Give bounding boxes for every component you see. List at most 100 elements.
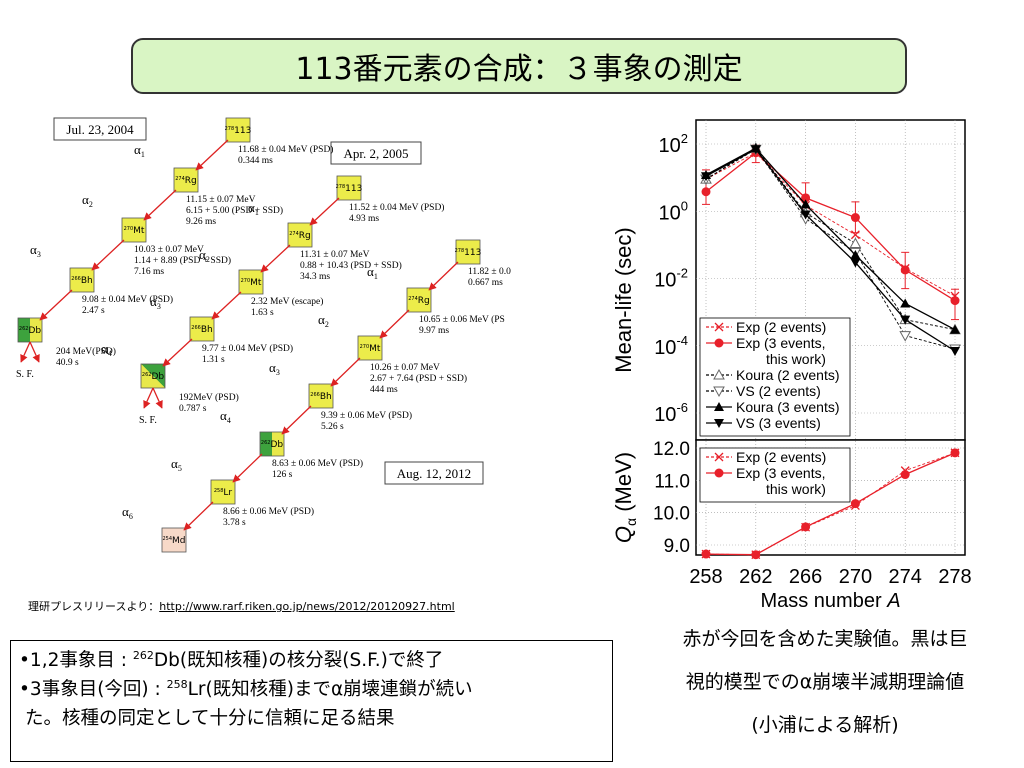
alpha-label: α2	[82, 192, 93, 209]
source-url[interactable]: http://www.rarf.riken.go.jp/news/2012/20…	[159, 600, 455, 613]
note-1-prefix: 1,2事象目 :	[29, 650, 133, 672]
decay-info: 10.26 ± 0.07 MeV	[370, 363, 440, 373]
legend-label: Exp (3 events,	[736, 335, 826, 351]
nucleus-label: 262Db	[261, 440, 283, 450]
nucleus-box	[238, 269, 264, 295]
decay-info: 7.16 ms	[134, 267, 164, 277]
sf-label: S. F.	[139, 415, 157, 426]
note-2-text: Lr(既知核種)までα崩壊連鎖が続い	[187, 678, 473, 700]
source-prefix: 理研プレスリリースより：	[28, 600, 160, 613]
decay-info: 126 s	[272, 470, 293, 480]
decay-info: 3.78 s	[223, 518, 246, 528]
nucleus-box	[406, 287, 432, 313]
fission-arrow	[29, 341, 40, 363]
nucleus-box	[189, 316, 215, 342]
decay-info: 192MeV (PSD)	[179, 392, 239, 403]
nucleus-label: 266Bh	[310, 392, 331, 402]
decay-info: 9.97 ms	[419, 326, 449, 336]
alpha-label: α3	[269, 360, 280, 377]
nucleus-label: 262Db	[19, 326, 41, 336]
series-line	[705, 151, 956, 302]
nucleus-label: 266Bh	[191, 325, 212, 335]
alpha-label: α2	[318, 312, 329, 329]
legend-label: VS (3 events)	[736, 415, 821, 431]
alpha-label: α2	[199, 247, 210, 264]
page-title: 113番元素の合成：３事象の測定	[131, 38, 907, 94]
decay-info: 6.15 + 5.00 (PSD + SSD)	[186, 205, 283, 216]
decay-info: 1.31 s	[202, 355, 225, 365]
y-axis-label: Qα (MeV)	[611, 452, 639, 543]
x-tick-label: 262	[739, 566, 772, 588]
legend-label: Koura (2 events)	[736, 367, 840, 383]
caption-line-1: 赤が今回を含めた実験値。黒は巨	[682, 628, 968, 650]
legend-label: VS (2 events)	[736, 383, 821, 399]
alpha-label: α3	[30, 242, 41, 259]
nucleus-label: 254Md	[162, 536, 185, 546]
note-2-mass: 258	[166, 677, 188, 691]
decay-arrow	[39, 289, 73, 321]
alpha-label: α6	[122, 504, 133, 521]
data-point	[714, 452, 724, 462]
decay-info: 5.26 s	[321, 422, 344, 432]
decay-info: 11.15 ± 0.07 MeV	[186, 195, 256, 205]
nucleus-box	[259, 431, 285, 457]
data-point	[714, 468, 724, 478]
decay-info: 4.93 ms	[349, 214, 379, 224]
series-line	[705, 152, 956, 297]
nucleus-box	[225, 117, 251, 143]
y-tick-label: 11.0	[654, 471, 690, 492]
legend-label: this work)	[766, 351, 826, 367]
date-label: Aug. 12, 2012	[397, 466, 471, 481]
decay-arrow	[211, 291, 242, 320]
note-item-1: •1,2事象目 : 262Db(既知核種)の核分裂(S.F.)で終了	[19, 649, 444, 672]
decay-arrow	[91, 239, 125, 271]
decay-info: 444 ms	[370, 385, 398, 395]
nucleus-label: 270Mt	[360, 344, 381, 354]
date-label: Apr. 2, 2005	[344, 146, 409, 161]
x-tick-label: 278	[938, 566, 971, 588]
data-point	[714, 322, 724, 332]
data-point	[714, 419, 724, 428]
legend-box	[699, 317, 851, 437]
decay-arrow	[379, 309, 410, 339]
decay-arrow	[183, 501, 214, 531]
nucleus-label: 258Lr	[214, 488, 233, 498]
nucleus-label: 278113	[225, 126, 252, 136]
x-tick-label: 266	[789, 566, 822, 588]
note-1-mass: 262	[132, 649, 154, 662]
alpha-label: α1	[134, 142, 145, 159]
decay-info: 9.26 ms	[186, 217, 216, 227]
decay-info: 11.52 ± 0.04 MeV (PSD)	[349, 202, 444, 213]
note-item-2: •3事象目(今回) : 258Lr(既知核種)までα崩壊連鎖が続い	[19, 677, 473, 700]
y-tick-label: 10.0	[653, 504, 690, 525]
data-point	[801, 193, 811, 203]
nucleus-box	[161, 527, 187, 553]
nucleus-label: 274Rg	[408, 296, 430, 306]
date-label: Jul. 23, 2004	[66, 122, 134, 137]
date-box	[384, 461, 484, 485]
decay-info: 0.667 ms	[468, 278, 503, 288]
x-axis-label: Mass number A	[760, 590, 900, 612]
legend-label: Exp (2 events)	[736, 449, 826, 465]
nucleus-label: 278113	[455, 248, 482, 258]
decay-arrow	[260, 244, 291, 273]
decay-arrow	[195, 139, 229, 171]
notes-box: •1,2事象目 : 262Db(既知核種)の核分裂(S.F.)で終了 •3事象目…	[10, 640, 613, 762]
legend-box	[699, 447, 851, 503]
decay-info: 10.65 ± 0.06 MeV (PS	[419, 314, 505, 325]
data-point	[714, 338, 724, 348]
nucleus-label: 274Rg	[175, 176, 197, 186]
legend-label: this work)	[766, 481, 826, 497]
data-point	[900, 298, 911, 308]
x-tick-label: 258	[689, 566, 722, 588]
decay-info: 9.08 ± 0.04 MeV (PSD)	[82, 294, 173, 305]
data-point	[714, 402, 724, 411]
decay-arrow	[330, 357, 361, 387]
nucleus-box	[210, 479, 236, 505]
decay-arrow	[162, 338, 193, 367]
x-tick-label: 274	[889, 566, 922, 588]
data-point	[950, 296, 960, 306]
nucleus-label: 262Db	[142, 372, 164, 382]
decay-info: 204 MeV(PSD)	[56, 346, 116, 357]
y-tick-label: 100	[659, 198, 688, 224]
